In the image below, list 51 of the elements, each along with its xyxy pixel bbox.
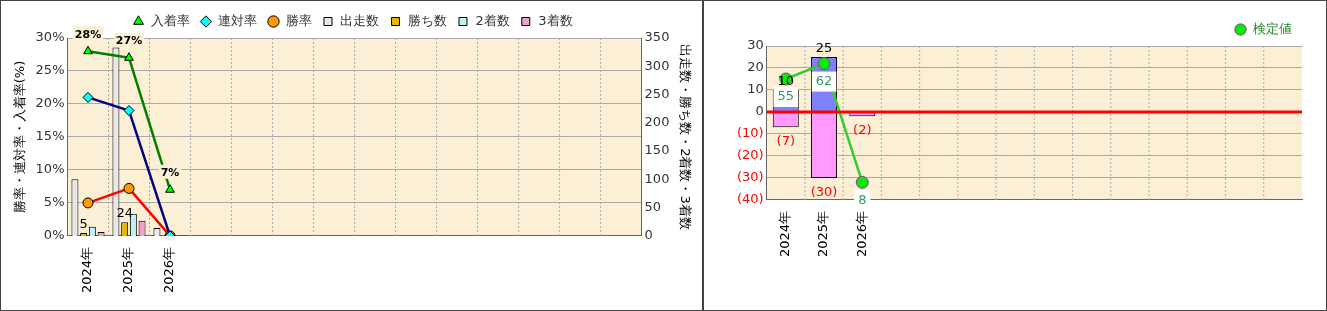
y2-tick-label: 350 xyxy=(644,29,670,45)
y2-tick-label: 150 xyxy=(644,142,670,158)
data-label: 62 xyxy=(815,72,833,88)
data-label: 5 xyxy=(79,215,88,231)
y2-tick-label: 100 xyxy=(644,170,670,186)
y2-tick-label: 250 xyxy=(644,85,670,101)
y-tick-label: 15% xyxy=(35,128,65,144)
y2-tick-label: 300 xyxy=(644,57,670,73)
x-tick-label: 2025年 xyxy=(120,246,136,294)
y-tick-label: 30% xyxy=(35,29,65,45)
legend-label: 入着率 xyxy=(150,12,190,28)
legend-label: 勝率 xyxy=(285,12,312,28)
y-axis-title: 勝率・連対率・入着率(%) xyxy=(12,60,28,214)
y-tick-label: 25% xyxy=(35,62,65,78)
legend-label: 検定値 xyxy=(1253,20,1292,36)
y2-axis-title: 出走数・勝ち数・2着数・3着数 xyxy=(677,44,693,230)
y-tick-label: (10) xyxy=(737,125,764,141)
data-label: (30) xyxy=(810,183,838,199)
y-tick-label: 10 xyxy=(747,81,764,97)
y-tick-label: 20 xyxy=(747,59,764,75)
y-tick-label: 30 xyxy=(747,37,764,53)
y-tick-label: 5% xyxy=(43,194,65,210)
y-tick-label: 0% xyxy=(43,227,65,243)
legend-label: 勝ち数 xyxy=(407,12,447,28)
x-tick-label: 2024年 xyxy=(777,210,793,258)
data-label: 24 xyxy=(116,205,133,221)
y-tick-label: (40) xyxy=(737,191,764,207)
x-tick-label: 2024年 xyxy=(79,246,95,294)
data-label: 8 xyxy=(858,191,867,207)
data-label: (7) xyxy=(776,133,796,149)
legend-label: 3着数 xyxy=(538,12,573,28)
legend-label: 連対率 xyxy=(218,12,258,28)
y-tick-label: 0 xyxy=(755,103,764,119)
y-tick-label: (30) xyxy=(737,169,764,185)
data-label: 27% xyxy=(115,34,143,48)
y-tick-label: (20) xyxy=(737,147,764,163)
legend-label: 2着数 xyxy=(475,12,510,28)
y2-tick-label: 0 xyxy=(644,227,653,243)
data-label: 7% xyxy=(160,166,180,180)
data-label: 28% xyxy=(74,27,102,41)
data-label: 25 xyxy=(815,39,833,55)
legend-label: 出走数 xyxy=(340,12,380,28)
x-tick-label: 2025年 xyxy=(815,210,831,258)
data-label: 55 xyxy=(777,88,795,104)
x-tick-label: 2026年 xyxy=(161,246,177,294)
data-label: (2) xyxy=(853,122,872,138)
y2-tick-label: 200 xyxy=(644,114,670,130)
y-tick-label: 10% xyxy=(35,161,65,177)
y-tick-label: 20% xyxy=(35,95,65,111)
y2-tick-label: 50 xyxy=(644,199,662,215)
x-tick-label: 2026年 xyxy=(853,210,869,258)
